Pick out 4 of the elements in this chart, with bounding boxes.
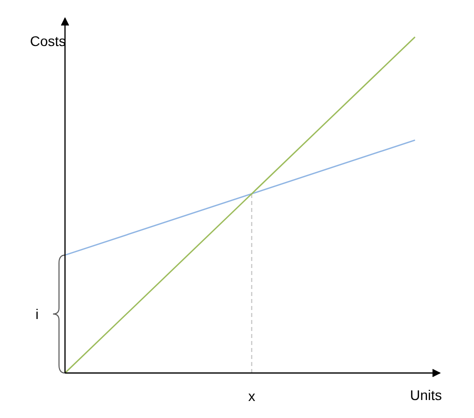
text: x [248,388,256,404]
x-axis-title: Units [410,387,442,403]
y-axis-title: Costs [30,33,66,49]
annotation: i [35,306,39,322]
